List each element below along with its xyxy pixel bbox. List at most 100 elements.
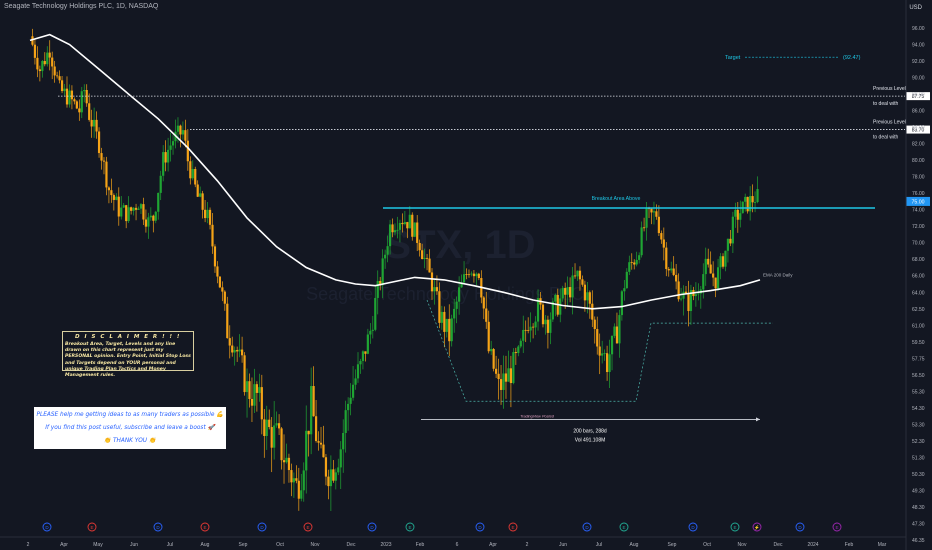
price-axis-tick: 82.00 — [912, 142, 925, 148]
candle-body — [450, 318, 453, 342]
candle-body — [164, 152, 167, 163]
candle-body — [233, 350, 236, 353]
candle-body — [221, 287, 224, 292]
candle-body — [716, 267, 720, 289]
time-axis-label: Jul — [167, 542, 173, 548]
previous-level-label: Previous Level — [873, 120, 906, 126]
time-axis-label: Oct — [703, 542, 711, 548]
candle-body — [403, 222, 406, 225]
time-axis-label: Aug — [630, 542, 639, 548]
candle-body — [438, 291, 441, 323]
ema-label: EMA 200 Daily — [763, 273, 793, 278]
candle-body — [361, 351, 365, 361]
candle-body — [573, 275, 577, 277]
candle-body — [386, 246, 389, 255]
candle-body — [734, 209, 737, 217]
candle-body — [623, 288, 626, 292]
candle-body — [529, 326, 532, 331]
candle-body — [250, 398, 254, 406]
candle-body — [154, 211, 157, 221]
event-marker-label: E — [835, 525, 838, 530]
candle-body — [314, 416, 318, 442]
candle-body — [263, 419, 266, 436]
candle-body — [689, 289, 693, 312]
candle-body — [428, 258, 431, 273]
event-marker-label: D — [156, 525, 160, 530]
candle-body — [300, 490, 303, 499]
candle-body — [640, 227, 643, 256]
price-axis-tick: 53.30 — [912, 422, 925, 428]
candle-body — [726, 238, 730, 251]
candle-body — [73, 99, 76, 102]
candle-body — [310, 386, 313, 435]
candle-body — [549, 319, 552, 333]
candle-body — [48, 52, 51, 58]
candle-body — [265, 419, 268, 436]
event-marker-label: E — [622, 525, 625, 530]
candle-body — [97, 131, 101, 154]
candle-body — [615, 326, 619, 344]
candle-body — [667, 268, 670, 271]
event-marker — [42, 522, 52, 532]
candle-body — [238, 349, 241, 352]
candle-body — [524, 329, 527, 331]
candle-body — [295, 478, 298, 481]
candle-body — [36, 57, 39, 70]
candle-body — [536, 298, 540, 322]
candle-body — [199, 193, 202, 197]
candle-body — [534, 321, 537, 328]
candle-body — [287, 457, 291, 471]
candle-body — [514, 352, 517, 354]
candle-body — [430, 272, 434, 292]
disclaimer-title: D I S C L A I M E R ! ! ! — [75, 334, 181, 340]
candle-body — [169, 145, 172, 150]
event-marker-label: D — [691, 525, 695, 530]
candle-body — [347, 403, 350, 411]
candle-body — [90, 119, 93, 127]
time-axis-label: 2024 — [807, 542, 818, 548]
candle-body — [374, 297, 377, 330]
candle-body — [433, 287, 436, 292]
help-line-1: PLEASE help me getting ideas to as many … — [36, 412, 224, 418]
candle-body — [625, 271, 628, 289]
candle-body — [455, 301, 458, 309]
candle-body — [610, 335, 614, 355]
candle-body — [80, 91, 83, 113]
candle-body — [110, 190, 113, 196]
disclaimer-body: Breakout Area, Target, Levels and any li… — [65, 342, 191, 379]
candle-body — [78, 108, 81, 113]
price-axis-tick: 78.00 — [912, 175, 925, 181]
time-axis-label: Feb — [416, 542, 425, 548]
price-tag: 87.75 — [912, 94, 925, 100]
candle-body — [635, 259, 638, 265]
candle-body — [633, 262, 636, 265]
candle-body — [147, 217, 150, 227]
previous-level-label-2: to deal with — [873, 135, 899, 141]
candle-body — [684, 291, 688, 294]
candle-body — [176, 125, 180, 132]
candle-body — [223, 291, 226, 304]
candle-body — [662, 239, 665, 248]
event-marker — [752, 522, 762, 532]
event-marker — [688, 522, 698, 532]
price-axis-tick: 49.30 — [912, 488, 925, 494]
candle-body — [167, 149, 170, 163]
time-axis-label: Jun — [559, 542, 567, 548]
candle-body — [189, 161, 192, 179]
event-marker-label: E — [511, 525, 514, 530]
candle-body — [583, 284, 586, 301]
event-marker-label: D — [478, 525, 482, 530]
candle-body — [213, 246, 217, 267]
event-marker-label: E — [90, 525, 93, 530]
candle-body — [502, 373, 505, 390]
price-axis-tick: 68.00 — [912, 257, 925, 263]
event-marker-label: D — [798, 525, 802, 530]
candle-body — [95, 119, 98, 132]
candle-body — [275, 423, 278, 426]
candle-body — [679, 298, 683, 300]
candle-body — [591, 303, 594, 320]
candle-body — [125, 205, 128, 222]
candle-body — [196, 184, 199, 197]
candle-body — [297, 480, 300, 499]
